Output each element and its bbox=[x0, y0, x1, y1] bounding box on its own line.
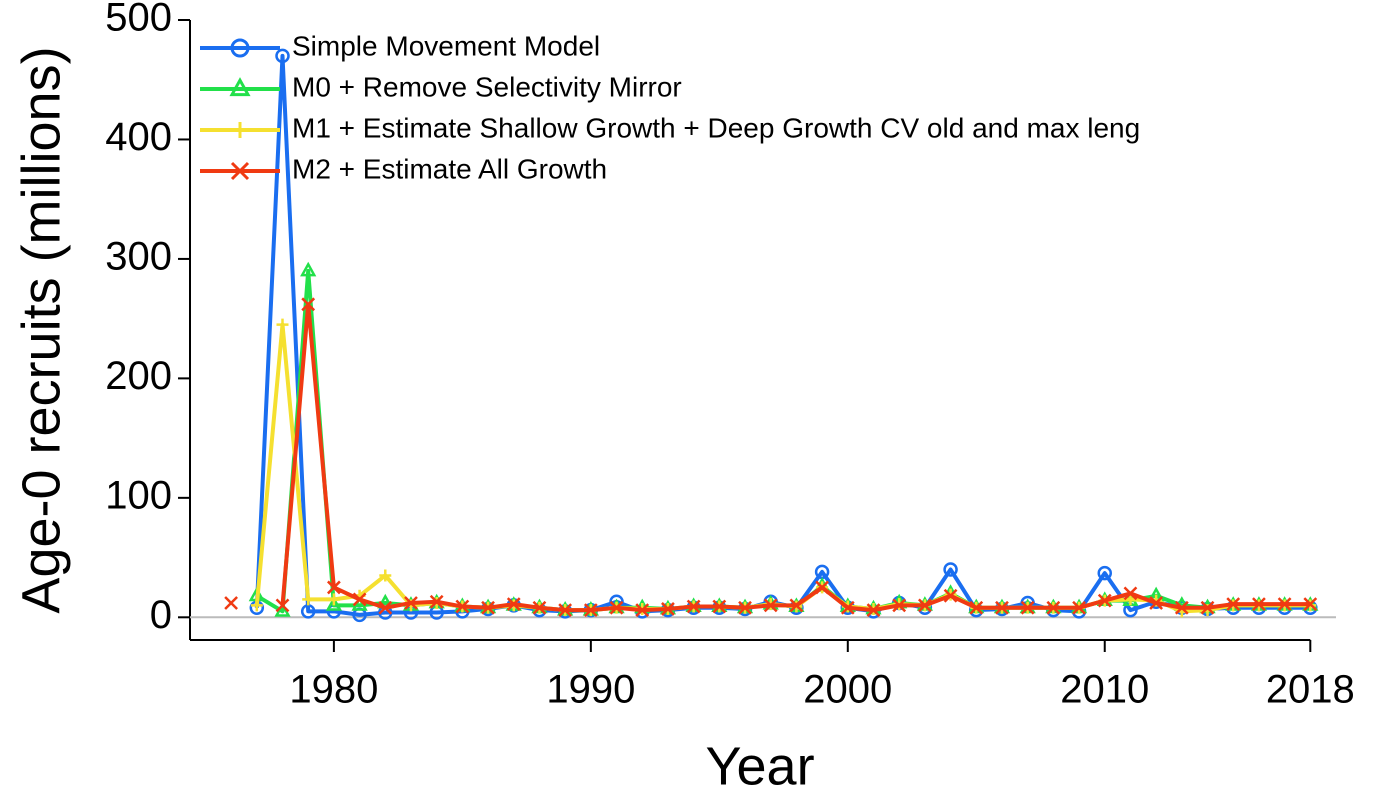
marker bbox=[1020, 600, 1035, 615]
marker bbox=[558, 603, 573, 618]
legend-label: M0 + Remove Selectivity Mirror bbox=[292, 71, 682, 102]
series-line bbox=[254, 322, 1311, 614]
marker bbox=[1097, 565, 1112, 581]
x-tick-label: 1980 bbox=[289, 668, 378, 712]
marker bbox=[379, 569, 392, 582]
marker bbox=[1097, 593, 1112, 608]
marker bbox=[429, 594, 444, 609]
marker bbox=[481, 600, 495, 615]
x-tick-label: 2000 bbox=[803, 668, 892, 712]
marker bbox=[686, 599, 701, 614]
marker bbox=[661, 602, 675, 616]
marker bbox=[892, 598, 907, 613]
marker bbox=[1277, 597, 1292, 612]
marker bbox=[1123, 586, 1138, 601]
marker bbox=[325, 596, 343, 611]
marker bbox=[404, 596, 418, 610]
marker bbox=[583, 603, 598, 618]
marker bbox=[302, 593, 315, 606]
marker bbox=[1072, 600, 1086, 615]
y-tick-label: 100 bbox=[105, 473, 172, 517]
series-line bbox=[255, 268, 1311, 614]
marker bbox=[1174, 600, 1189, 615]
marker bbox=[789, 598, 804, 613]
marker bbox=[943, 562, 958, 577]
marker bbox=[995, 600, 1009, 615]
marker bbox=[712, 599, 727, 614]
marker bbox=[917, 598, 932, 613]
marker bbox=[352, 592, 367, 607]
y-tick-label: 0 bbox=[150, 593, 172, 637]
x-axis-title: Year bbox=[705, 736, 814, 796]
marker bbox=[378, 600, 393, 615]
series-line bbox=[280, 302, 1311, 613]
marker bbox=[969, 600, 984, 615]
legend-label: M1 + Estimate Shallow Growth + Deep Grow… bbox=[292, 112, 1140, 143]
y-tick-label: 300 bbox=[105, 234, 172, 278]
x-tick-label: 2018 bbox=[1266, 668, 1355, 712]
marker bbox=[224, 596, 238, 610]
marker bbox=[274, 602, 291, 617]
marker bbox=[1226, 597, 1241, 612]
legend-label: M2 + Estimate All Growth bbox=[292, 153, 607, 184]
marker bbox=[229, 77, 251, 97]
marker bbox=[276, 318, 289, 331]
marker bbox=[230, 161, 250, 181]
y-tick-label: 500 bbox=[105, 0, 172, 40]
marker bbox=[275, 598, 290, 613]
y-tick-label: 400 bbox=[105, 115, 172, 159]
marker bbox=[351, 596, 368, 611]
marker bbox=[455, 599, 470, 614]
marker bbox=[763, 598, 778, 613]
marker bbox=[232, 122, 248, 138]
y-tick-label: 200 bbox=[105, 354, 172, 398]
marker bbox=[300, 261, 317, 277]
y-axis-title: Age-0 recruits (millions) bbox=[11, 46, 71, 613]
marker bbox=[1252, 597, 1266, 612]
marker bbox=[1303, 597, 1318, 612]
marker bbox=[275, 48, 290, 64]
marker bbox=[943, 588, 958, 603]
marker bbox=[532, 600, 547, 615]
marker bbox=[230, 38, 250, 58]
marker bbox=[609, 600, 624, 615]
marker bbox=[635, 603, 650, 618]
marker bbox=[840, 600, 855, 615]
marker bbox=[301, 297, 316, 312]
marker bbox=[815, 580, 829, 595]
marker bbox=[1149, 596, 1164, 610]
marker bbox=[1046, 600, 1061, 615]
marker bbox=[506, 597, 521, 612]
legend-label: Simple Movement Model bbox=[292, 30, 600, 61]
x-tick-label: 2010 bbox=[1060, 668, 1149, 712]
marker bbox=[866, 603, 881, 618]
marker bbox=[250, 599, 263, 612]
marker bbox=[738, 600, 752, 615]
marker bbox=[327, 593, 340, 606]
marker bbox=[1200, 600, 1215, 615]
marker bbox=[327, 580, 341, 595]
x-tick-label: 1990 bbox=[546, 668, 635, 712]
